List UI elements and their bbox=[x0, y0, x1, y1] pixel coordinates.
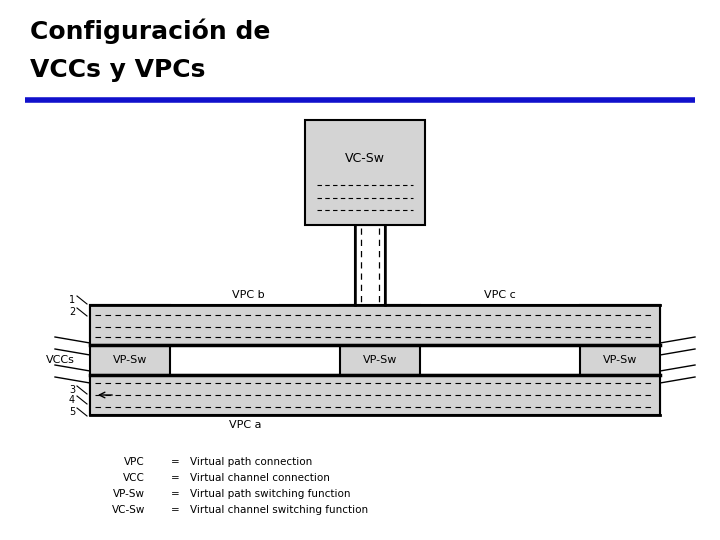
Text: VC-Sw: VC-Sw bbox=[112, 505, 145, 515]
Bar bbox=[580, 305, 660, 415]
Text: Virtual channel connection: Virtual channel connection bbox=[190, 473, 330, 483]
Text: VP-Sw: VP-Sw bbox=[363, 355, 397, 365]
Text: =: = bbox=[171, 473, 179, 483]
Text: Virtual path switching function: Virtual path switching function bbox=[190, 489, 351, 499]
Bar bbox=[340, 305, 420, 415]
Text: VC-Sw: VC-Sw bbox=[345, 152, 385, 165]
Text: 2: 2 bbox=[68, 307, 75, 317]
Text: VPC b: VPC b bbox=[232, 290, 264, 300]
Bar bbox=[305, 120, 425, 225]
Bar bbox=[90, 375, 660, 415]
Text: 3: 3 bbox=[69, 385, 75, 395]
Text: Virtual channel switching function: Virtual channel switching function bbox=[190, 505, 368, 515]
Bar bbox=[90, 305, 660, 345]
Text: =: = bbox=[171, 489, 179, 499]
Text: VP-Sw: VP-Sw bbox=[113, 489, 145, 499]
Text: 1: 1 bbox=[69, 295, 75, 305]
Text: Virtual path connection: Virtual path connection bbox=[190, 457, 312, 467]
Text: VCCs: VCCs bbox=[46, 355, 75, 365]
Text: =: = bbox=[171, 457, 179, 467]
Text: VP-Sw: VP-Sw bbox=[113, 355, 147, 365]
Bar bbox=[355, 225, 385, 305]
Text: VP-Sw: VP-Sw bbox=[603, 355, 637, 365]
Text: VPC a: VPC a bbox=[229, 420, 261, 430]
Text: VPC c: VPC c bbox=[484, 290, 516, 300]
Text: 4: 4 bbox=[69, 395, 75, 405]
Text: VCCs y VPCs: VCCs y VPCs bbox=[30, 58, 205, 82]
Text: VCC: VCC bbox=[123, 473, 145, 483]
Text: Configuración de: Configuración de bbox=[30, 18, 271, 44]
Text: 5: 5 bbox=[68, 407, 75, 417]
Text: VPC: VPC bbox=[125, 457, 145, 467]
Text: =: = bbox=[171, 505, 179, 515]
Bar bbox=[90, 305, 170, 415]
